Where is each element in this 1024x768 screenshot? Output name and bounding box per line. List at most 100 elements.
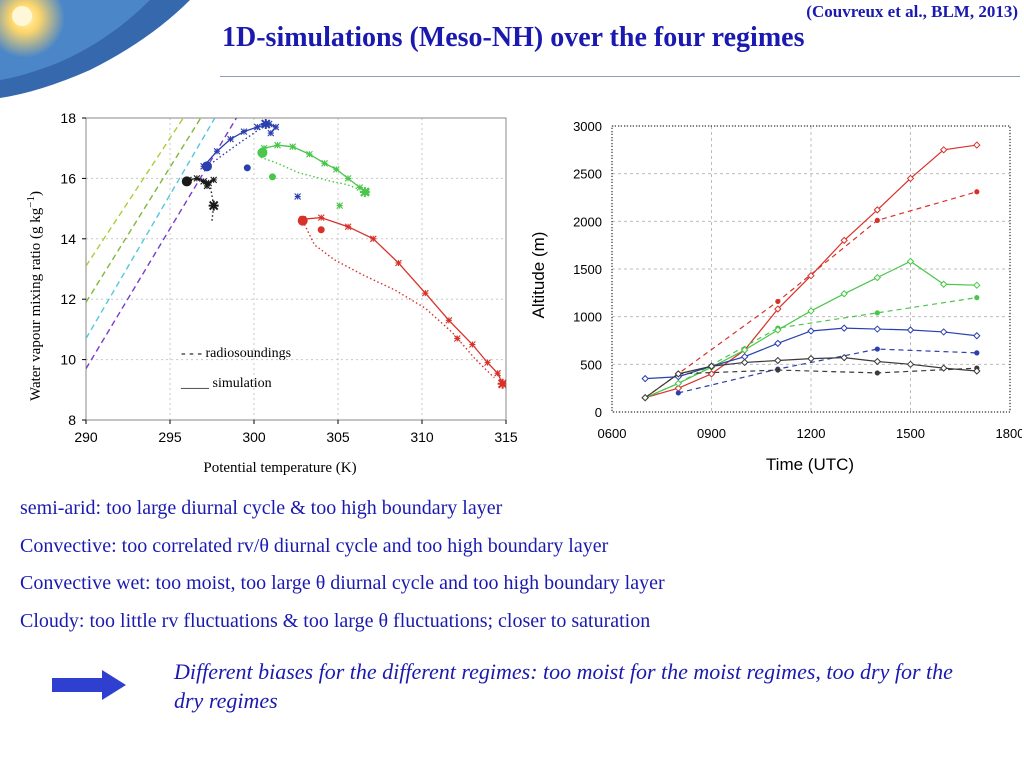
simulation-marker	[240, 128, 248, 135]
simulation-marker	[674, 370, 683, 378]
simulation-marker	[210, 176, 218, 184]
left-xtick-label: 290	[74, 429, 98, 445]
simulation-marker	[494, 369, 501, 377]
radiosounding-point	[974, 189, 980, 195]
simulation-marker	[227, 135, 234, 143]
citation: (Couvreux et al., BLM, 2013)	[806, 2, 1018, 21]
right-ytick-label: 0	[595, 405, 602, 420]
simulation-marker	[973, 281, 981, 289]
simulation-marker	[344, 175, 352, 182]
radiosounding-line	[644, 191, 977, 399]
simulation-marker	[939, 328, 948, 336]
radiosounding-line	[186, 177, 215, 221]
simulation-marker	[674, 379, 683, 388]
simulation-marker	[807, 354, 815, 363]
simulation-marker	[973, 332, 981, 340]
finding-semi-arid: semi-arid: too large diurnal cycle & too…	[20, 497, 503, 519]
simulation-marker	[321, 159, 328, 167]
left-xtick-label: 300	[242, 429, 266, 445]
simulation-marker	[369, 235, 377, 243]
simulation-marker	[807, 327, 815, 335]
simulation-marker	[840, 236, 848, 245]
radiosounding-line	[678, 367, 977, 375]
simulation-line	[263, 144, 367, 193]
simulation-marker	[356, 184, 364, 191]
simulation-marker	[421, 289, 429, 297]
simulation-marker	[484, 359, 491, 367]
start-point	[257, 147, 268, 158]
radiosounding-point	[775, 367, 781, 373]
radiosounding-line	[203, 124, 270, 170]
legend-simulation: ____ simulation	[180, 376, 272, 391]
right-ytick-label: 1000	[573, 310, 602, 325]
simulation-marker	[873, 206, 882, 214]
simulation-marker	[939, 280, 948, 288]
simulation-marker	[807, 307, 815, 315]
radiosounding-point	[974, 350, 980, 356]
simulation-marker	[469, 341, 476, 348]
finding-cloudy: Cloudy: too little rv fluctuations & too…	[20, 609, 651, 632]
simulation-marker	[740, 358, 749, 367]
simulation-marker	[332, 165, 340, 173]
simulation-marker	[774, 305, 782, 313]
simulation-marker	[641, 374, 649, 383]
right-xtick-label: 0600	[598, 426, 627, 441]
obs-start-point	[317, 226, 325, 234]
institution-logo	[0, 0, 190, 98]
simulation-marker	[774, 339, 782, 348]
simulation-marker	[807, 271, 815, 280]
simulation-marker	[213, 147, 221, 155]
simulation-marker	[939, 146, 948, 154]
title-divider	[220, 76, 1020, 77]
simulation-marker	[906, 174, 915, 183]
simulation-marker	[200, 178, 207, 185]
left-ytick-label: 14	[60, 231, 76, 247]
simulation-marker	[973, 141, 981, 149]
finding-convective-wet: Convective wet: too moist, too large θ d…	[20, 572, 665, 594]
left-chart-xlabel: Potential temperature (K)	[203, 460, 356, 476]
findings-list: semi-arid: too large diurnal cycle & too…	[20, 490, 665, 640]
radiosounding-line	[260, 156, 359, 190]
simulation-marker	[306, 150, 313, 158]
theta-rv-chart: Water vapour mixing ratio (g kg−1) Poten…	[25, 110, 518, 476]
simulation-marker	[906, 326, 915, 334]
right-chart-ylabel: Altitude (m)	[529, 232, 548, 319]
right-xtick-label: 1800	[996, 426, 1022, 441]
right-xtick-label: 1200	[797, 426, 826, 441]
obs-start-point	[243, 164, 251, 172]
saturation-line	[86, 118, 238, 370]
left-ytick-label: 10	[60, 352, 76, 368]
radiosounding-point	[874, 310, 880, 316]
simulation-marker	[203, 182, 211, 190]
obs-end-point	[453, 335, 461, 342]
saturation-line	[86, 118, 202, 303]
left-chart-legend: - - - radiosoundings ____ simulation	[180, 346, 291, 391]
left-plot-area	[86, 118, 506, 389]
saturation-line	[86, 118, 216, 339]
simulation-marker	[906, 257, 915, 266]
page-title: 1D-simulations (Meso-NH) over the four r…	[222, 22, 805, 53]
saturation-line	[86, 118, 185, 267]
simulation-marker	[906, 360, 915, 369]
left-ytick-label: 12	[60, 291, 76, 307]
simulation-marker	[193, 175, 201, 182]
simulation-marker	[205, 179, 213, 187]
radiosounding-point	[874, 370, 880, 376]
end-point	[208, 200, 219, 211]
simulation-marker	[317, 214, 325, 222]
left-chart-ylabel: Water vapour mixing ratio (g kg−1)	[25, 191, 44, 401]
end-point	[497, 378, 506, 389]
simulation-marker	[289, 143, 297, 151]
obs-end-point	[294, 193, 302, 200]
simulation-marker	[939, 364, 948, 372]
left-ytick-label: 18	[60, 110, 76, 126]
start-point	[201, 161, 212, 172]
right-ytick-label: 500	[580, 357, 602, 372]
radiosounding-point	[874, 346, 880, 352]
right-ytick-label: 2500	[573, 167, 602, 182]
legend-radiosoundings: - - - radiosoundings	[181, 346, 291, 361]
left-plot-frame	[85, 117, 507, 421]
right-ytick-label: 3000	[573, 119, 602, 134]
start-point	[297, 215, 308, 226]
right-arrow-icon	[52, 670, 126, 700]
